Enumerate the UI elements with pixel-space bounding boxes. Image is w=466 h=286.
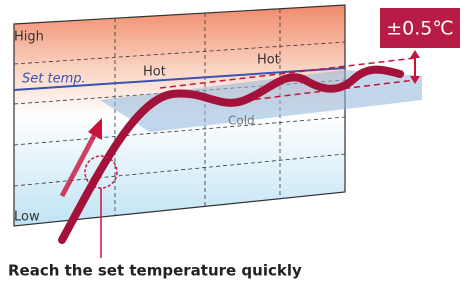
curve-label: Hot [257, 53, 280, 68]
caption: Reach the set temperature quickly [8, 262, 302, 280]
arrow-head [410, 50, 420, 58]
curve-label: Hot [143, 65, 166, 80]
diagram: ±0.5℃ High Set temp. Low Hot Hot Cold Re… [0, 0, 466, 286]
curve-label: Cold [228, 114, 255, 128]
badge-text: ±0.5℃ [386, 18, 453, 40]
axis-label: Low [14, 210, 40, 225]
axis-label: Set temp. [22, 72, 86, 87]
axis-label: High [14, 30, 44, 45]
